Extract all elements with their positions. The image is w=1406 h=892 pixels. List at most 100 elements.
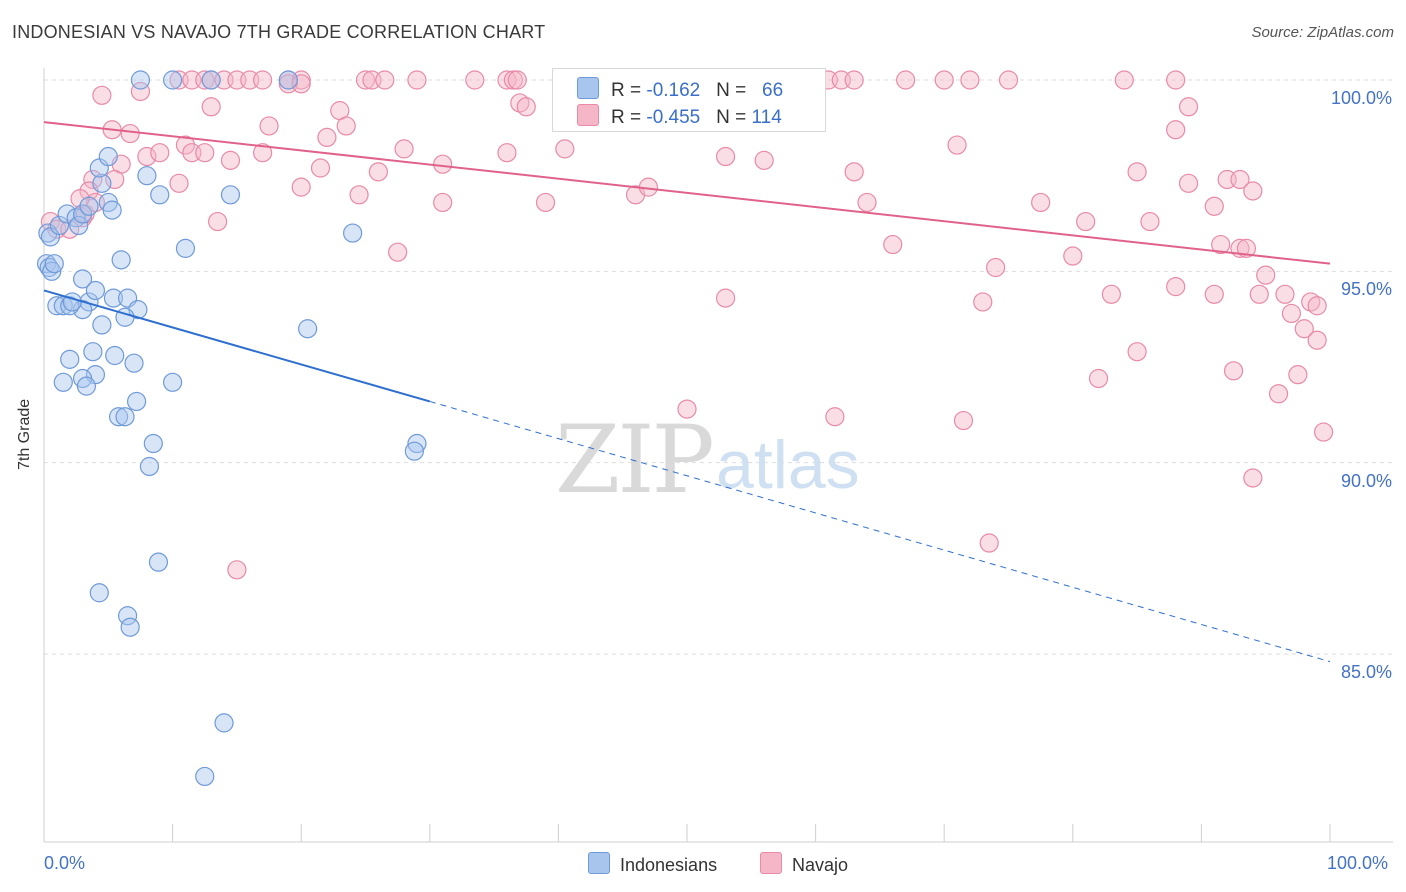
navajo-point [934, 70, 954, 90]
navajo-point [844, 162, 864, 182]
y-tick-label: 90.0% [1340, 470, 1392, 491]
navajo-point [407, 70, 427, 90]
navajo-point [1223, 361, 1244, 381]
indonesian-point [92, 173, 112, 193]
navajo-point [979, 533, 999, 553]
chart-title: INDONESIAN VS NAVAJO 7TH GRADE CORRELATI… [12, 22, 546, 42]
indonesian-point [130, 70, 151, 90]
x-tick-label-min: 0.0% [44, 853, 86, 873]
indonesian-point [76, 376, 97, 396]
indonesian-point [343, 223, 363, 243]
watermark-atlas: atlas [716, 427, 860, 503]
navajo-point [92, 85, 112, 105]
indonesian-point [163, 372, 183, 392]
indonesian-point [115, 407, 135, 427]
navajo-point [175, 135, 196, 155]
navajo-point [1243, 468, 1263, 488]
legend-n-value-indonesians: 66 [762, 80, 784, 101]
navajo-point [433, 192, 453, 213]
indonesian-point [137, 166, 157, 186]
indonesian-point [60, 349, 80, 369]
navajo-point [1204, 196, 1224, 216]
indonesian-point [201, 70, 221, 90]
indonesian-point [407, 433, 427, 454]
navajo-point [220, 150, 241, 170]
navajo-point [317, 127, 337, 147]
navajo-point [169, 173, 189, 193]
axes [43, 68, 1393, 843]
indonesian-point [105, 345, 125, 366]
indonesian-point [298, 319, 318, 339]
bottom-legend-label-navajo: Navajo [792, 855, 849, 875]
navajo-point [105, 169, 125, 190]
navajo-point [973, 292, 993, 312]
indonesian-point [126, 391, 147, 412]
navajo-point [998, 70, 1019, 90]
indonesian-point [220, 185, 241, 205]
navajo-point [1178, 97, 1199, 117]
trend-lines [43, 121, 1331, 663]
navajo-point [1166, 120, 1186, 140]
indonesian-trendline [43, 289, 431, 403]
navajo-point [195, 70, 215, 90]
navajo-point [1166, 277, 1186, 297]
navajo-point [555, 139, 575, 159]
navajo-point [1114, 70, 1134, 90]
indonesian-point [83, 342, 103, 362]
navajo-point [1249, 284, 1269, 304]
navajo-point [825, 407, 845, 427]
indonesian-point [163, 70, 183, 90]
navajo-point [355, 70, 376, 90]
navajo-point [507, 70, 527, 90]
navajo-point [291, 74, 311, 94]
navajo-point [754, 150, 774, 170]
navajo-point [896, 70, 916, 90]
indonesian-point [79, 196, 99, 216]
navajo-point [368, 162, 388, 182]
legend-swatch-navajo [577, 104, 599, 126]
indonesian-point [49, 215, 70, 236]
navajo-point [1204, 284, 1224, 304]
x-tick-label-max: 100.0% [1327, 853, 1389, 873]
chart-source: Source: ZipAtlas.com [1251, 24, 1394, 41]
indonesian-point [69, 215, 89, 236]
navajo-point [1307, 296, 1327, 316]
navajo-point [715, 288, 736, 308]
navajo-point [201, 97, 221, 117]
legend-row-indonesians: R = -0.162 N = 66 [577, 77, 783, 102]
navajo-trendline [43, 121, 1331, 265]
navajo-point [137, 146, 157, 167]
y-axis-label: 7th Grade [16, 398, 33, 470]
indonesian-point [85, 280, 106, 301]
navajo-point [465, 70, 485, 90]
legend-r-value-indonesians: -0.162 [646, 80, 701, 101]
navajo-point [497, 143, 517, 163]
navajo-point [310, 158, 331, 178]
indonesian-point [103, 288, 124, 308]
legend-row-navajo: R = -0.455 N = 114 [577, 104, 782, 129]
indonesian-trendline-extension [429, 400, 1331, 663]
navajo-point [1236, 238, 1257, 258]
indonesian-point [44, 254, 64, 274]
navajo-point [1307, 330, 1327, 350]
navajo-point [130, 81, 151, 102]
legend-swatch-indonesians [577, 77, 599, 99]
navajo-point [1281, 303, 1302, 324]
indonesian-point [195, 766, 215, 787]
navajo-point [1088, 368, 1109, 389]
navajo-point [1063, 246, 1083, 266]
navajo-point [986, 257, 1006, 278]
navajo-point [195, 143, 215, 163]
navajo-point [1076, 211, 1096, 232]
indonesian-point [62, 292, 82, 312]
navajo-point [516, 97, 536, 117]
indonesian-point [111, 250, 131, 270]
navajo-point [227, 560, 247, 580]
navajo-point [1275, 284, 1295, 304]
y-tick-label: 100.0% [1330, 88, 1392, 108]
navajo-point [349, 185, 369, 205]
indonesian-point [92, 315, 112, 335]
navajo-point [253, 70, 273, 90]
grid-lines [44, 79, 1393, 655]
